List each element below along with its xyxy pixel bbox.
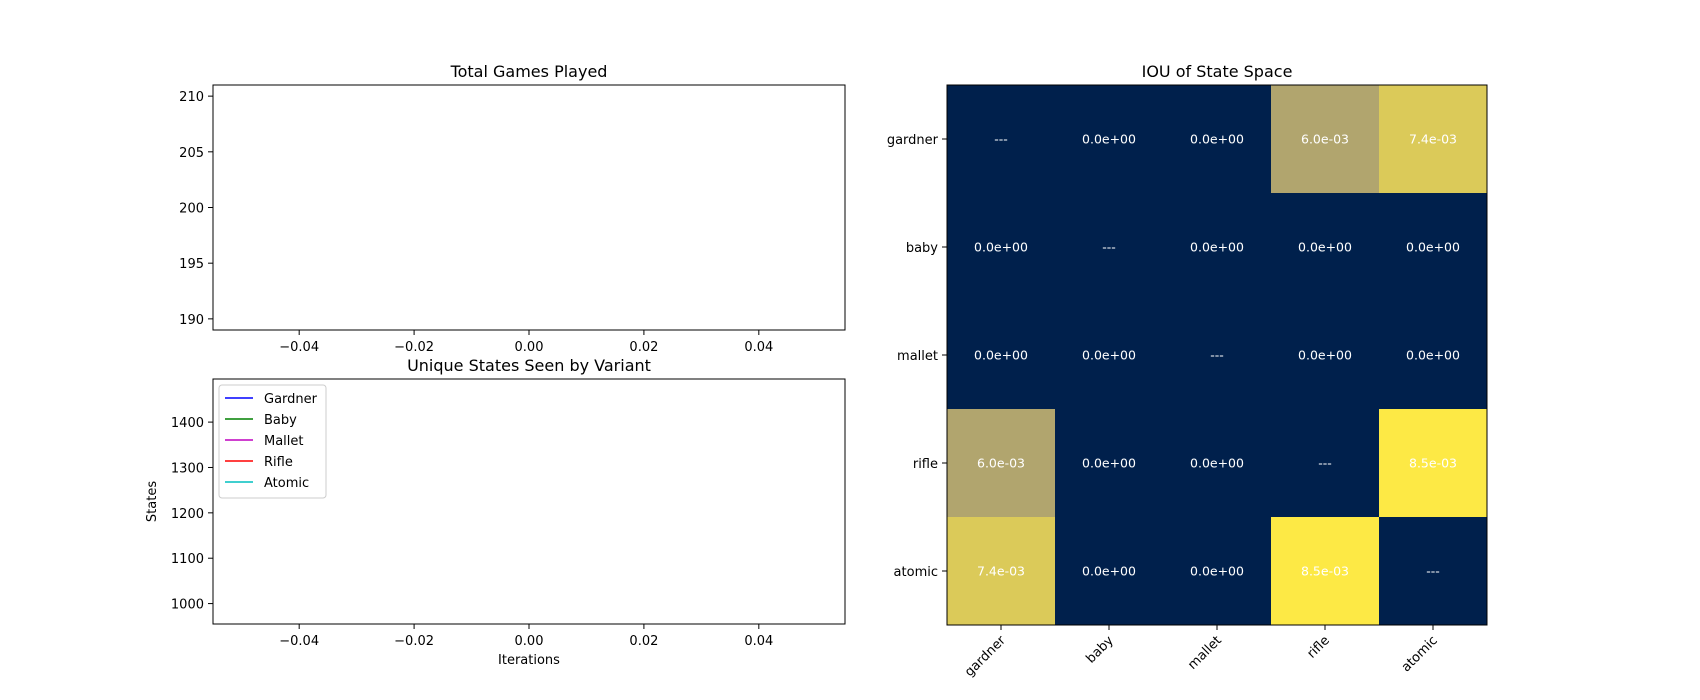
heatmap-cell	[1163, 409, 1272, 518]
cell-value-label: 8.5e-03	[1409, 456, 1457, 471]
cell-value-label: 7.4e-03	[1409, 132, 1457, 147]
x-tick-label: −0.04	[279, 634, 319, 649]
cell-value-label: 0.0e+00	[1298, 240, 1352, 255]
cell-value-label: 0.0e+00	[1190, 456, 1244, 471]
heatmap-cell	[1379, 85, 1488, 194]
y-tick-label: 205	[179, 146, 204, 161]
heatmap-cell	[947, 409, 1056, 518]
cell-value-label: 0.0e+00	[974, 348, 1028, 363]
total-games-chart: Total Games Played −0.04 −0.02 0.00 0.02 0.04…	[179, 62, 846, 355]
cell-value-label: ---	[1318, 456, 1332, 471]
cell-value-label: ---	[994, 132, 1008, 147]
heatmap-cell	[1163, 517, 1272, 626]
heatmap-cell	[1163, 193, 1272, 302]
y-tick-label: 1300	[171, 461, 204, 476]
cell-value-label: ---	[1426, 564, 1440, 579]
cell-value-label: 0.0e+00	[1082, 348, 1136, 363]
cell-value-label: 7.4e-03	[977, 564, 1025, 579]
heatmap-cell	[1163, 301, 1272, 410]
x-tick-label: 0.04	[744, 634, 773, 649]
row-label: atomic	[894, 565, 938, 580]
chart-title: IOU of State Space	[1142, 62, 1293, 81]
heatmap-cell	[1055, 193, 1164, 302]
row-label: rifle	[913, 457, 938, 472]
legend-label-gardner: Gardner	[264, 392, 318, 407]
heatmap-cell	[1271, 85, 1380, 194]
cell-value-label: ---	[1210, 348, 1224, 363]
cell-value-label: 0.0e+00	[974, 240, 1028, 255]
x-tick-label: 0.00	[515, 634, 544, 649]
heatmap-cell	[1379, 517, 1488, 626]
heatmap-cell	[947, 517, 1056, 626]
heatmap-cell	[1379, 301, 1488, 410]
x-tick-label: 0.04	[744, 340, 773, 355]
heatmap-cell	[1055, 409, 1164, 518]
heatmap-cell	[1271, 517, 1380, 626]
y-tick-label: 195	[179, 257, 204, 272]
x-tick-label: −0.04	[279, 340, 319, 355]
cell-value-label: 0.0e+00	[1190, 132, 1244, 147]
y-tick-label: 200	[179, 202, 204, 217]
legend-label-rifle: Rifle	[264, 455, 293, 470]
x-tick-label: 0.02	[629, 634, 658, 649]
row-label: mallet	[897, 349, 938, 364]
cell-value-label: 0.0e+00	[1298, 348, 1352, 363]
chart-title: Unique States Seen by Variant	[407, 356, 651, 375]
cell-value-label: 0.0e+00	[1082, 456, 1136, 471]
cell-value-label: 0.0e+00	[1082, 132, 1136, 147]
heatmap-cell	[947, 85, 1056, 194]
legend-box	[218, 384, 327, 499]
plot-frame	[212, 84, 846, 331]
cell-value-label: 6.0e-03	[1301, 132, 1349, 147]
x-axis-label: Iterations	[498, 653, 560, 668]
heatmap-cell	[1271, 193, 1380, 302]
chart-title: Total Games Played	[450, 62, 608, 81]
y-tick-label: 1200	[171, 507, 204, 522]
cell-value-label: ---	[1102, 240, 1116, 255]
heatmap-cell	[1055, 85, 1164, 194]
heatmap-cell	[1055, 517, 1164, 626]
row-label: gardner	[887, 133, 939, 148]
heatmap-cell	[1271, 409, 1380, 518]
x-tick-label: −0.02	[394, 634, 434, 649]
x-tick-label: 0.00	[515, 340, 544, 355]
heatmap-cell	[1379, 193, 1488, 302]
unique-states-chart: Unique States Seen by Variant −0.04 −0.02 0…	[145, 356, 846, 668]
x-tick-label: −0.02	[394, 340, 434, 355]
y-tick-label: 190	[179, 313, 204, 328]
y-tick-label: 1400	[171, 416, 204, 431]
cell-value-label: 0.0e+00	[1406, 240, 1460, 255]
row-label: baby	[906, 241, 938, 256]
heatmap-cell	[947, 193, 1056, 302]
iou-heatmap: IOU of State Space --- 0.0e+00 0.0e+00 6.0e-…	[887, 62, 1488, 680]
heatmap-cell	[947, 301, 1056, 410]
legend: Gardner Baby Mallet Rifle Atomic	[218, 384, 327, 499]
y-tick-label: 1100	[171, 552, 204, 567]
x-tick-label: 0.02	[629, 340, 658, 355]
y-tick-label: 1000	[171, 598, 204, 613]
cell-value-label: 6.0e-03	[977, 456, 1025, 471]
cell-value-label: 0.0e+00	[1082, 564, 1136, 579]
legend-label-baby: Baby	[264, 413, 297, 428]
heatmap-cell	[1379, 409, 1488, 518]
y-axis-label: States	[145, 481, 160, 522]
legend-label-atomic: Atomic	[264, 476, 309, 491]
heatmap-cell	[1271, 301, 1380, 410]
heatmap-cell	[1163, 85, 1272, 194]
legend-label-mallet: Mallet	[264, 434, 304, 449]
cell-value-label: 0.0e+00	[1190, 240, 1244, 255]
cell-value-label: 0.0e+00	[1406, 348, 1460, 363]
y-tick-label: 210	[179, 90, 204, 105]
cell-value-label: 8.5e-03	[1301, 564, 1349, 579]
cell-value-label: 0.0e+00	[1190, 564, 1244, 579]
heatmap-cell	[1055, 301, 1164, 410]
